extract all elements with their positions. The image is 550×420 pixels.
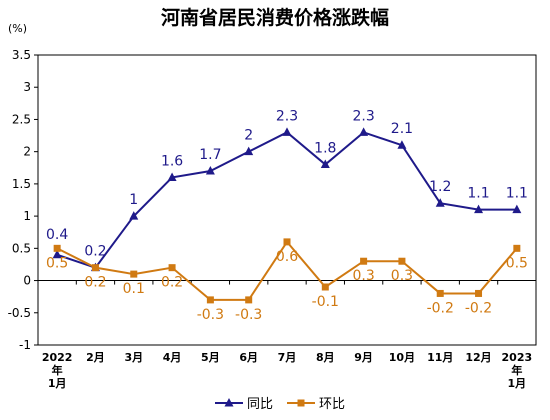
y-tick-label: 3 bbox=[23, 80, 31, 94]
y-tick-label: 2.5 bbox=[12, 112, 31, 126]
data-point bbox=[398, 257, 406, 265]
data-label: 1.1 bbox=[467, 186, 489, 202]
data-point bbox=[359, 127, 369, 136]
data-label: 2.3 bbox=[352, 108, 374, 124]
data-label: 0.6 bbox=[276, 249, 298, 265]
x-tick-label: 5月 bbox=[201, 351, 220, 364]
legend-marker bbox=[224, 398, 234, 407]
data-point bbox=[436, 289, 444, 297]
data-point bbox=[474, 204, 484, 214]
y-tick-label: -0.5 bbox=[8, 306, 31, 320]
data-label: 0.3 bbox=[391, 268, 413, 284]
data-label: -0.2 bbox=[465, 300, 492, 316]
series-line bbox=[56, 131, 517, 269]
data-label: 1 bbox=[129, 192, 138, 208]
data-label: 2 bbox=[244, 128, 253, 144]
y-tick-label: -1 bbox=[19, 338, 31, 352]
y-tick-label: 3.5 bbox=[12, 48, 31, 62]
series-mom: 0.5 0.2 0.1 0.2 -0.3 -0.3 0.6 -0.1 0.3 0.3 -0.2 -0.… bbox=[46, 238, 528, 323]
data-label: 0.4 bbox=[46, 227, 68, 243]
data-label: 2.3 bbox=[276, 108, 298, 124]
x-tick-label: 12月 bbox=[465, 351, 491, 364]
legend-marker bbox=[297, 399, 305, 407]
data-point bbox=[282, 127, 292, 136]
x-tick-label: 4月 bbox=[163, 351, 182, 364]
chart-title: 河南省居民消费价格涨跌幅 bbox=[161, 6, 389, 29]
series-layer: 0.40.211.6 1.722.31.82.32.11.2 1.1 1.10.50.… bbox=[46, 108, 528, 323]
x-tick-label: 2023 bbox=[502, 351, 533, 364]
legend-item-mom: 环比 bbox=[287, 397, 345, 412]
legend-label: 环比 bbox=[319, 397, 345, 412]
data-label: 0.2 bbox=[161, 275, 183, 291]
data-point bbox=[512, 204, 522, 214]
legend: 同比 环比 bbox=[215, 397, 345, 412]
y-axis-unit-label: (%) bbox=[8, 22, 27, 35]
data-label: 1.2 bbox=[429, 179, 451, 195]
data-label: -0.1 bbox=[312, 294, 339, 310]
data-point bbox=[360, 257, 368, 265]
series-yoy: 0.4 0.2 1 1.6 1.7 2 2.3 1.8 2.3 2.1 1.2 1.1 1.1 bbox=[46, 108, 528, 272]
x-tick-label: 年 bbox=[52, 363, 63, 377]
data-point bbox=[283, 238, 291, 246]
data-label: 1.7 bbox=[199, 147, 221, 163]
data-label: 1.1 bbox=[506, 186, 528, 202]
y-tick-label: 2 bbox=[23, 145, 31, 159]
data-label: 0.1 bbox=[123, 281, 145, 297]
data-point bbox=[245, 296, 253, 304]
data-point bbox=[321, 283, 329, 291]
y-tick-label: 1.5 bbox=[12, 177, 31, 191]
data-point bbox=[206, 296, 214, 304]
x-tick-label: 3月 bbox=[124, 351, 143, 364]
plot-border bbox=[37, 54, 537, 346]
x-tick-label: 8月 bbox=[316, 351, 335, 364]
x-tick-label: 2月 bbox=[86, 351, 105, 364]
data-point bbox=[91, 264, 99, 272]
x-tick-label: 年 bbox=[511, 363, 522, 377]
data-label: -0.2 bbox=[427, 300, 454, 316]
x-tick-label: 11月 bbox=[427, 351, 453, 364]
y-tick-label: 0.5 bbox=[12, 241, 31, 255]
data-point bbox=[129, 211, 139, 220]
data-label: 0.5 bbox=[506, 255, 528, 271]
legend-item-yoy: 同比 bbox=[215, 397, 273, 412]
data-point bbox=[475, 289, 483, 297]
data-point bbox=[397, 140, 407, 149]
data-label: 1.6 bbox=[161, 153, 183, 169]
x-tick-label: 1月 bbox=[48, 377, 67, 390]
data-point bbox=[130, 270, 138, 278]
data-label: 1.8 bbox=[314, 141, 336, 157]
data-point bbox=[53, 244, 61, 252]
legend-label: 同比 bbox=[247, 397, 273, 412]
data-point bbox=[168, 264, 176, 272]
data-label: 0.2 bbox=[84, 244, 106, 260]
y-tick-label: 0 bbox=[23, 274, 31, 288]
x-tick-label: 2022 bbox=[42, 351, 73, 364]
data-point bbox=[205, 166, 215, 175]
data-point bbox=[52, 249, 62, 259]
x-tick-label: 6月 bbox=[239, 351, 258, 364]
data-label: 0.5 bbox=[46, 255, 68, 271]
x-tick-label: 9月 bbox=[354, 351, 373, 364]
data-point bbox=[513, 244, 521, 252]
data-label: -0.3 bbox=[197, 307, 224, 323]
x-tick-label: 10月 bbox=[389, 351, 415, 364]
data-point bbox=[167, 172, 177, 181]
data-label: 0.2 bbox=[84, 275, 106, 291]
data-point bbox=[244, 146, 254, 156]
data-label: -0.3 bbox=[235, 307, 262, 323]
y-tick-label: 1 bbox=[23, 209, 31, 223]
data-point bbox=[435, 198, 445, 207]
data-label: 0.3 bbox=[352, 268, 374, 284]
x-tick-label: 1月 bbox=[508, 377, 527, 390]
data-label: 2.1 bbox=[391, 121, 413, 137]
x-tick-label: 7月 bbox=[278, 351, 297, 364]
data-point bbox=[320, 159, 330, 169]
